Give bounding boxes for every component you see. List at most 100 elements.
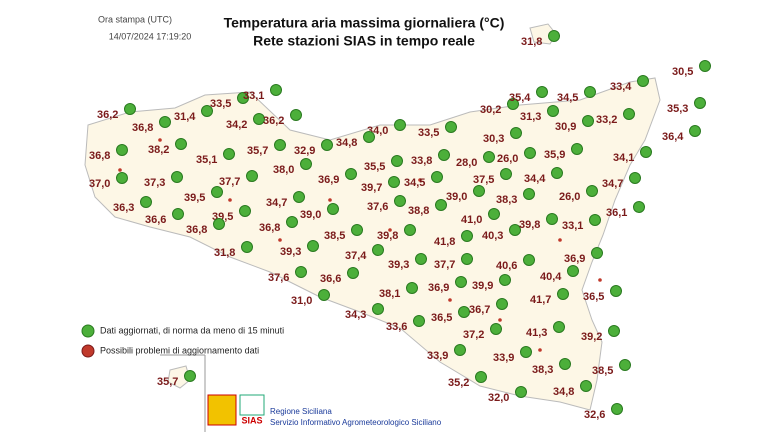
station-icon xyxy=(239,205,251,217)
station-value: 37,7 xyxy=(219,176,240,188)
station-icon xyxy=(300,158,312,170)
station-value: 36,7 xyxy=(469,304,490,316)
red-dot xyxy=(538,348,542,352)
station-value: 36,4 xyxy=(662,131,684,143)
station-value: 33,2 xyxy=(596,114,617,126)
station-icon xyxy=(584,86,596,98)
station-value: 32,6 xyxy=(584,409,605,421)
station-value: 30,2 xyxy=(480,104,501,116)
station-value: 38,3 xyxy=(496,194,517,206)
station-icon xyxy=(473,185,485,197)
station-icon xyxy=(619,359,631,371)
station-icon xyxy=(394,195,406,207)
station-value: 36,8 xyxy=(132,122,153,134)
station-icon xyxy=(270,84,282,96)
station-value: 38,1 xyxy=(379,288,400,300)
station-value: 39,5 xyxy=(184,192,205,204)
station-icon xyxy=(586,185,598,197)
station-icon xyxy=(140,196,152,208)
station-icon xyxy=(435,199,447,211)
station-icon xyxy=(499,274,511,286)
station-value: 37,5 xyxy=(473,174,494,186)
station-value: 33,8 xyxy=(411,155,432,167)
station-icon xyxy=(175,138,187,150)
station-value: 33,6 xyxy=(386,321,407,333)
station-icon xyxy=(213,218,225,230)
station-value: 33,1 xyxy=(243,90,264,102)
station-value: 34,8 xyxy=(553,386,574,398)
station-value: 39,9 xyxy=(472,280,493,292)
station-value: 36,8 xyxy=(186,224,207,236)
station-icon xyxy=(591,247,603,259)
station-value: 34,3 xyxy=(345,309,366,321)
station-icon xyxy=(500,168,512,180)
station-icon xyxy=(307,240,319,252)
station-value: 38,3 xyxy=(532,364,553,376)
station-icon xyxy=(458,306,470,318)
print-label: Ora stampa (UTC) xyxy=(98,14,172,24)
station-value: 41,8 xyxy=(434,236,455,248)
station-icon xyxy=(431,171,443,183)
station-value: 31,8 xyxy=(521,36,542,48)
station-value: 37,7 xyxy=(434,259,455,271)
station-icon xyxy=(318,289,330,301)
station-icon xyxy=(116,172,128,184)
station-icon xyxy=(488,208,500,220)
station-icon xyxy=(211,186,223,198)
station-icon xyxy=(582,115,594,127)
station-icon xyxy=(536,86,548,98)
station-icon xyxy=(637,75,649,87)
station-value: 37,0 xyxy=(89,178,110,190)
station-value: 30,3 xyxy=(483,133,504,145)
station-icon xyxy=(557,288,569,300)
station-icon xyxy=(413,315,425,327)
station-value: 36,8 xyxy=(259,222,280,234)
station-icon xyxy=(547,105,559,117)
station-value: 36,2 xyxy=(97,109,118,121)
station-value: 36,1 xyxy=(606,207,627,219)
station-value: 41,0 xyxy=(461,214,482,226)
legend-ok-icon xyxy=(81,324,95,338)
station-value: 35,7 xyxy=(247,145,268,157)
station-value: 32,9 xyxy=(294,145,315,157)
station-icon xyxy=(159,116,171,128)
station-icon xyxy=(559,358,571,370)
station-value: 31,8 xyxy=(214,247,235,259)
station-icon xyxy=(475,371,487,383)
station-value: 36,6 xyxy=(320,273,341,285)
station-icon xyxy=(116,144,128,156)
station-icon xyxy=(610,285,622,297)
station-icon xyxy=(293,191,305,203)
station-icon xyxy=(184,370,196,382)
station-value: 40,6 xyxy=(496,260,517,272)
station-value: 34,5 xyxy=(557,92,578,104)
station-icon xyxy=(372,244,384,256)
red-dot xyxy=(558,238,562,242)
legend-problem: Possibili problemi di aggiornamento dati xyxy=(100,345,259,355)
station-value: 41,3 xyxy=(526,327,547,339)
station-value: 35,7 xyxy=(157,376,178,388)
station-value: 37,6 xyxy=(367,201,388,213)
station-value: 39,0 xyxy=(300,209,321,221)
station-icon xyxy=(496,298,508,310)
station-value: 41,7 xyxy=(530,294,551,306)
station-value: 38,5 xyxy=(592,365,613,377)
station-value: 39,0 xyxy=(446,191,467,203)
red-dot xyxy=(158,138,162,142)
station-icon xyxy=(523,188,535,200)
station-value: 30,9 xyxy=(555,121,576,133)
station-icon xyxy=(580,380,592,392)
red-dot xyxy=(498,318,502,322)
station-value: 34,2 xyxy=(226,119,247,131)
station-icon xyxy=(699,60,711,72)
station-value: 39,8 xyxy=(377,230,398,242)
red-dot xyxy=(388,228,392,232)
station-value: 26,0 xyxy=(559,191,580,203)
station-icon xyxy=(274,139,286,151)
station-value: 35,2 xyxy=(448,377,469,389)
station-icon xyxy=(548,30,560,42)
station-icon xyxy=(523,254,535,266)
station-value: 37,2 xyxy=(463,329,484,341)
station-value: 38,8 xyxy=(408,205,429,217)
station-value: 33,5 xyxy=(418,127,439,139)
